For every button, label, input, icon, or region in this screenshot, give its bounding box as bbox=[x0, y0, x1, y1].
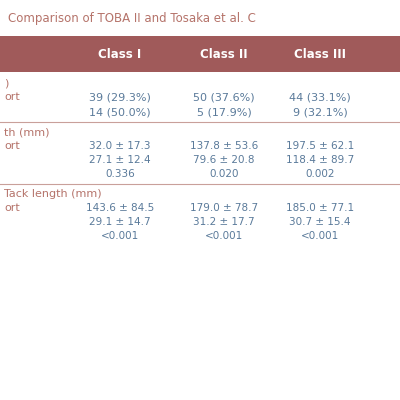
Text: 32.0 ± 17.3: 32.0 ± 17.3 bbox=[89, 141, 151, 151]
Text: 44 (33.1%): 44 (33.1%) bbox=[289, 92, 351, 102]
Text: ): ) bbox=[4, 78, 8, 88]
Text: Tack length (mm): Tack length (mm) bbox=[4, 189, 102, 199]
Text: Class III: Class III bbox=[294, 48, 346, 60]
Text: ort: ort bbox=[4, 141, 20, 151]
FancyBboxPatch shape bbox=[0, 36, 400, 72]
Text: Class II: Class II bbox=[200, 48, 248, 60]
Text: <0.001: <0.001 bbox=[205, 231, 243, 241]
Text: 30.7 ± 15.4: 30.7 ± 15.4 bbox=[289, 217, 351, 227]
Text: 185.0 ± 77.1: 185.0 ± 77.1 bbox=[286, 203, 354, 213]
Text: th (mm): th (mm) bbox=[4, 127, 50, 137]
Text: Comparison of TOBA II and Tosaka et al. C: Comparison of TOBA II and Tosaka et al. … bbox=[8, 12, 256, 25]
Text: 197.5 ± 62.1: 197.5 ± 62.1 bbox=[286, 141, 354, 151]
Text: 50 (37.6%): 50 (37.6%) bbox=[193, 92, 255, 102]
Text: 79.6 ± 20.8: 79.6 ± 20.8 bbox=[193, 155, 255, 165]
Text: 0.020: 0.020 bbox=[209, 169, 239, 179]
Text: 179.0 ± 78.7: 179.0 ± 78.7 bbox=[190, 203, 258, 213]
Text: 5 (17.9%): 5 (17.9%) bbox=[197, 107, 251, 117]
Text: ort: ort bbox=[4, 92, 20, 102]
Text: 143.6 ± 84.5: 143.6 ± 84.5 bbox=[86, 203, 154, 213]
Text: Class I: Class I bbox=[98, 48, 142, 60]
Text: 27.1 ± 12.4: 27.1 ± 12.4 bbox=[89, 155, 151, 165]
Text: 0.336: 0.336 bbox=[105, 169, 135, 179]
Text: <0.001: <0.001 bbox=[101, 231, 139, 241]
Text: 137.8 ± 53.6: 137.8 ± 53.6 bbox=[190, 141, 258, 151]
Text: 118.4 ± 89.7: 118.4 ± 89.7 bbox=[286, 155, 354, 165]
Text: 14 (50.0%): 14 (50.0%) bbox=[89, 107, 151, 117]
Text: ort: ort bbox=[4, 203, 20, 213]
Text: 31.2 ± 17.7: 31.2 ± 17.7 bbox=[193, 217, 255, 227]
Text: 39 (29.3%): 39 (29.3%) bbox=[89, 92, 151, 102]
Text: 0.002: 0.002 bbox=[305, 169, 335, 179]
Text: <0.001: <0.001 bbox=[301, 231, 339, 241]
Text: 9 (32.1%): 9 (32.1%) bbox=[293, 107, 347, 117]
Text: 29.1 ± 14.7: 29.1 ± 14.7 bbox=[89, 217, 151, 227]
